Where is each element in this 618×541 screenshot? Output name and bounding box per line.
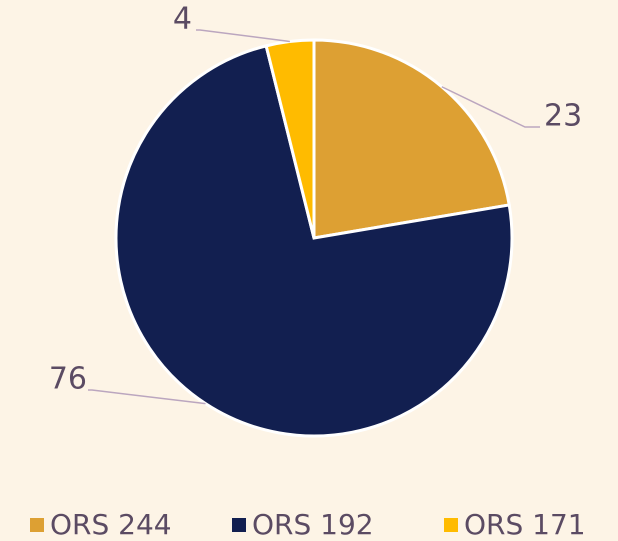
legend-label: ORS 171 (464, 508, 586, 541)
legend-label: ORS 244 (50, 508, 172, 541)
pie-slice (312, 38, 511, 240)
leader-line (441, 86, 540, 128)
pie-slice (264, 38, 316, 239)
pie-slice (114, 44, 514, 438)
legend-label: ORS 192 (252, 508, 374, 541)
leader-line (196, 29, 290, 43)
legend-swatch (232, 518, 246, 532)
legend-swatch (444, 518, 458, 532)
legend-swatch (30, 518, 44, 532)
data-label: 4 (173, 2, 192, 37)
data-label: 23 (544, 99, 582, 134)
data-label: 76 (49, 362, 87, 397)
leader-line (88, 389, 206, 405)
